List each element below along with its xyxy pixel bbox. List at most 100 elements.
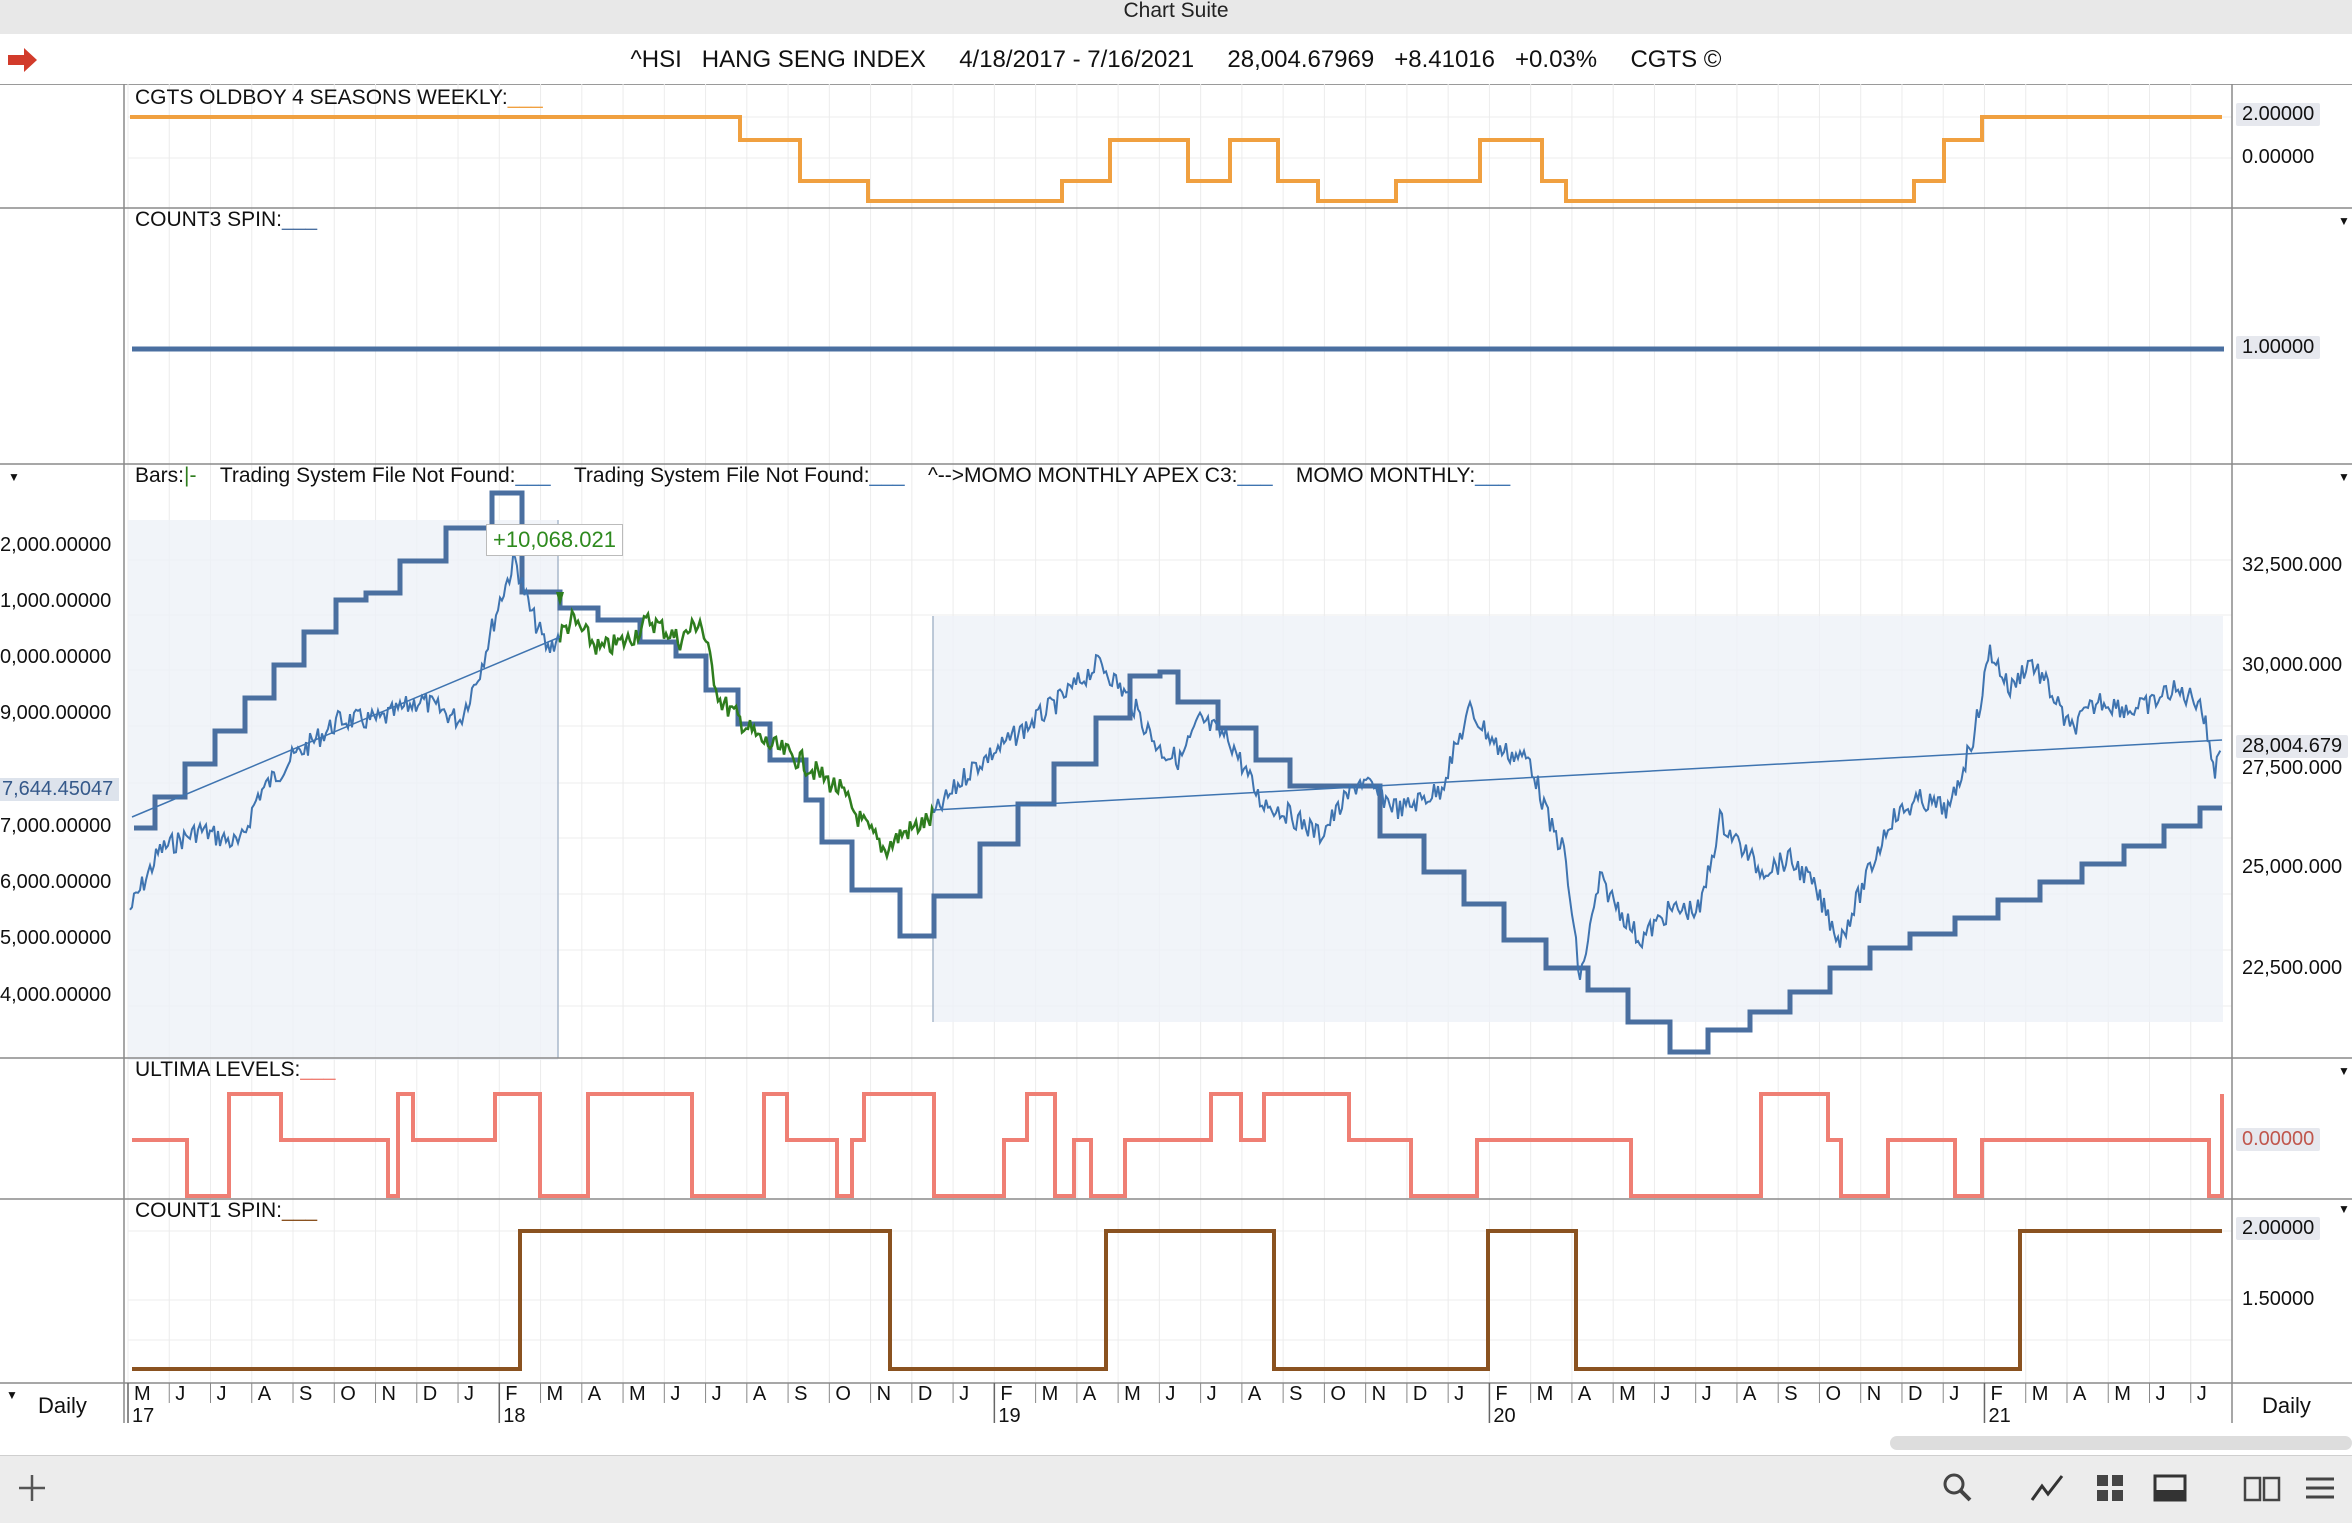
oldboy-value-high: 2.00000 bbox=[2236, 103, 2321, 126]
month-label: N bbox=[1371, 1383, 1387, 1405]
period-right[interactable]: Daily bbox=[2262, 1393, 2311, 1418]
add-icon[interactable] bbox=[10, 1466, 54, 1510]
last-price: 28,004.67969 bbox=[1227, 46, 1375, 73]
month-label: A bbox=[752, 1383, 767, 1405]
panel-icon[interactable] bbox=[2148, 1466, 2192, 1510]
symbol-name: HANG SENG INDEX bbox=[701, 46, 926, 73]
legend-bars: Bars: bbox=[135, 464, 185, 487]
month-label: M bbox=[134, 1383, 151, 1405]
month-label: S bbox=[1289, 1383, 1303, 1405]
count3-value: 1.00000 bbox=[2236, 336, 2321, 359]
month-label: J bbox=[2155, 1383, 2166, 1405]
month-label: J bbox=[1454, 1383, 1465, 1405]
left-axis-3: 0,000.00000 bbox=[0, 646, 112, 668]
month-label: S bbox=[1784, 1383, 1798, 1405]
pane-label-count1: COUNT1 SPIN:___ bbox=[135, 1199, 318, 1222]
line-chart-icon[interactable] bbox=[2026, 1466, 2070, 1510]
month-label: A bbox=[1247, 1383, 1262, 1405]
month-label: J bbox=[464, 1383, 475, 1405]
month-label: D bbox=[1907, 1383, 1923, 1405]
month-label: S bbox=[299, 1383, 313, 1405]
gain-annotation: +10,068.021 bbox=[486, 524, 623, 556]
search-icon[interactable] bbox=[1936, 1466, 1980, 1510]
oldboy-line bbox=[130, 115, 2222, 203]
period-left[interactable]: Daily bbox=[38, 1393, 87, 1418]
horizontal-scrollbar[interactable] bbox=[1890, 1436, 2352, 1450]
arrow-right-icon[interactable] bbox=[8, 46, 38, 74]
month-label: J bbox=[1206, 1383, 1217, 1405]
month-label: J bbox=[670, 1383, 681, 1405]
trend-line-1 bbox=[131, 636, 561, 818]
right-axis-5: 22,500.000 bbox=[2242, 957, 2343, 979]
month-label: D bbox=[1412, 1383, 1428, 1405]
year-label: 19 bbox=[998, 1405, 1021, 1427]
left-axis-5: 7,000.00000 bbox=[0, 815, 112, 837]
count1-line bbox=[132, 1229, 2222, 1371]
month-label: J bbox=[216, 1383, 227, 1405]
month-label: J bbox=[1701, 1383, 1712, 1405]
period-menu-icon[interactable]: ▼ bbox=[6, 1388, 18, 1402]
month-label: F bbox=[1990, 1383, 2003, 1405]
month-label: M bbox=[1124, 1383, 1141, 1405]
month-label: A bbox=[1082, 1383, 1097, 1405]
month-label: S bbox=[794, 1383, 808, 1405]
pane-label-main-legend: Bars:|- Trading System File Not Found:__… bbox=[135, 464, 1511, 487]
left-value-badge: 7,644.45047 bbox=[0, 778, 120, 801]
month-label: F bbox=[1000, 1383, 1013, 1405]
pane-menu-icon[interactable]: ▼ bbox=[2338, 1202, 2350, 1216]
symbol-info: ^HSI HANG SENG INDEX 4/18/2017 - 7/16/20… bbox=[0, 34, 2352, 86]
momo-monthly-line bbox=[134, 490, 2222, 1055]
month-label: J bbox=[1165, 1383, 1176, 1405]
month-label: J bbox=[2196, 1383, 2207, 1405]
month-label: A bbox=[587, 1383, 602, 1405]
menu-icon[interactable] bbox=[2298, 1466, 2342, 1510]
right-axis-4: 25,000.000 bbox=[2242, 856, 2343, 878]
month-label: O bbox=[1825, 1383, 1841, 1405]
legend-ts1: Trading System File Not Found: bbox=[219, 464, 516, 487]
pane-menu-icon[interactable]: ▼ bbox=[8, 470, 20, 484]
left-axis-4: 9,000.00000 bbox=[0, 702, 112, 724]
symbol: ^HSI bbox=[630, 46, 682, 73]
left-axis-2: 1,000.00000 bbox=[0, 590, 112, 612]
left-axis-7: 5,000.00000 bbox=[0, 927, 112, 949]
month-label: J bbox=[1660, 1383, 1671, 1405]
month-label: M bbox=[629, 1383, 646, 1405]
month-label: A bbox=[1742, 1383, 1757, 1405]
pane-label-oldboy: CGTS OLDBOY 4 SEASONS WEEKLY:___ bbox=[135, 86, 543, 109]
month-label: D bbox=[422, 1383, 438, 1405]
count1-value-mid: 1.50000 bbox=[2242, 1288, 2315, 1310]
book-icon[interactable] bbox=[2240, 1466, 2284, 1510]
shaded-region-1 bbox=[128, 520, 558, 1060]
month-label: N bbox=[381, 1383, 396, 1405]
left-axis-1: 2,000.00000 bbox=[0, 534, 112, 556]
month-label: N bbox=[876, 1383, 892, 1405]
pane-menu-icon[interactable]: ▼ bbox=[2338, 470, 2350, 484]
symbol-info-bar: ^HSI HANG SENG INDEX 4/18/2017 - 7/16/20… bbox=[0, 34, 2352, 85]
month-label: M bbox=[2031, 1383, 2049, 1405]
month-label: J bbox=[1949, 1383, 1960, 1405]
price-series-highlight bbox=[558, 606, 936, 862]
month-label: J bbox=[959, 1383, 970, 1405]
month-label: O bbox=[835, 1383, 851, 1405]
bottom-toolbar bbox=[0, 1455, 2352, 1523]
pane-menu-icon[interactable]: ▼ bbox=[2338, 214, 2350, 228]
month-label: M bbox=[1041, 1383, 1059, 1405]
legend-momo: MOMO MONTHLY: bbox=[1295, 464, 1476, 487]
year-label: 21 bbox=[1988, 1405, 2011, 1427]
right-axis-2: 30,000.000 bbox=[2242, 654, 2343, 676]
pane-label-count3: COUNT3 SPIN:___ bbox=[135, 208, 318, 231]
year-label: 20 bbox=[1493, 1405, 1516, 1427]
month-label: M bbox=[546, 1383, 564, 1405]
price-series bbox=[933, 644, 2222, 980]
price-change: +8.41016 bbox=[1394, 46, 1496, 73]
pane-label-ultima: ULTIMA LEVELS:___ bbox=[135, 1058, 336, 1081]
legend-ts2: Trading System File Not Found: bbox=[573, 464, 870, 487]
entry-arrow bbox=[556, 592, 564, 606]
month-label: M bbox=[2114, 1383, 2131, 1405]
month-label: J bbox=[711, 1383, 722, 1405]
right-axis-1: 32,500.000 bbox=[2242, 554, 2343, 576]
grid-icon[interactable] bbox=[2088, 1466, 2132, 1510]
pane-menu-icon[interactable]: ▼ bbox=[2338, 1064, 2350, 1078]
